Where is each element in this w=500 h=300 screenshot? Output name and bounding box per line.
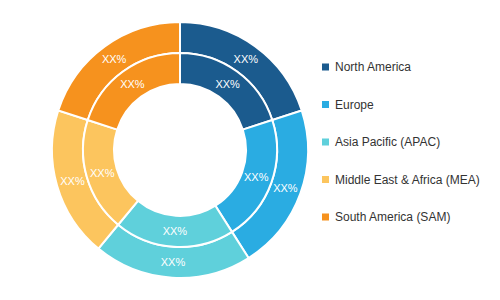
data-label: XX%	[163, 225, 188, 237]
legend-item: Asia Pacific (APAC)	[322, 135, 440, 149]
legend-item: North America	[322, 60, 411, 74]
data-label: XX%	[102, 53, 127, 65]
slice	[180, 53, 272, 130]
legend-label: Asia Pacific (APAC)	[335, 135, 440, 149]
legend-swatch	[322, 214, 329, 221]
legend-swatch	[322, 176, 329, 183]
slice	[88, 53, 180, 130]
legend-swatch	[322, 101, 329, 108]
legend-label: Europe	[335, 98, 374, 112]
legend-label: Middle East & Africa (MEA)	[335, 173, 480, 187]
ring: XX% XX% XX% XX% XX%	[83, 53, 277, 247]
slice	[215, 120, 277, 232]
slice	[118, 201, 232, 247]
ring: XX% XX% XX% XX% XX%	[52, 22, 308, 278]
legend-swatch	[322, 64, 329, 71]
data-label: XX%	[273, 182, 298, 194]
chart: XX% XX% XX% XX% XX% XX% XX% XX% XX% XX% North Amer…	[0, 0, 500, 300]
legend: North America Europe Asia Pacific (APAC) Mi…	[322, 60, 480, 224]
data-label: XX%	[120, 78, 145, 90]
data-label: XX%	[234, 53, 259, 65]
data-label: XX%	[60, 175, 85, 187]
legend-label: South America (SAM)	[335, 210, 450, 224]
legend-swatch	[322, 139, 329, 146]
legend-item: Middle East & Africa (MEA)	[322, 173, 480, 187]
data-label: XX%	[161, 256, 186, 268]
data-label: XX%	[90, 167, 115, 179]
data-label: XX%	[215, 78, 240, 90]
donut: XX% XX% XX% XX% XX% XX% XX% XX% XX% XX%	[52, 22, 308, 278]
slice	[83, 120, 138, 225]
legend-item: Europe	[322, 98, 374, 112]
legend-item: South America (SAM)	[322, 210, 450, 224]
legend-label: North America	[335, 60, 411, 74]
data-label: XX%	[244, 171, 269, 183]
